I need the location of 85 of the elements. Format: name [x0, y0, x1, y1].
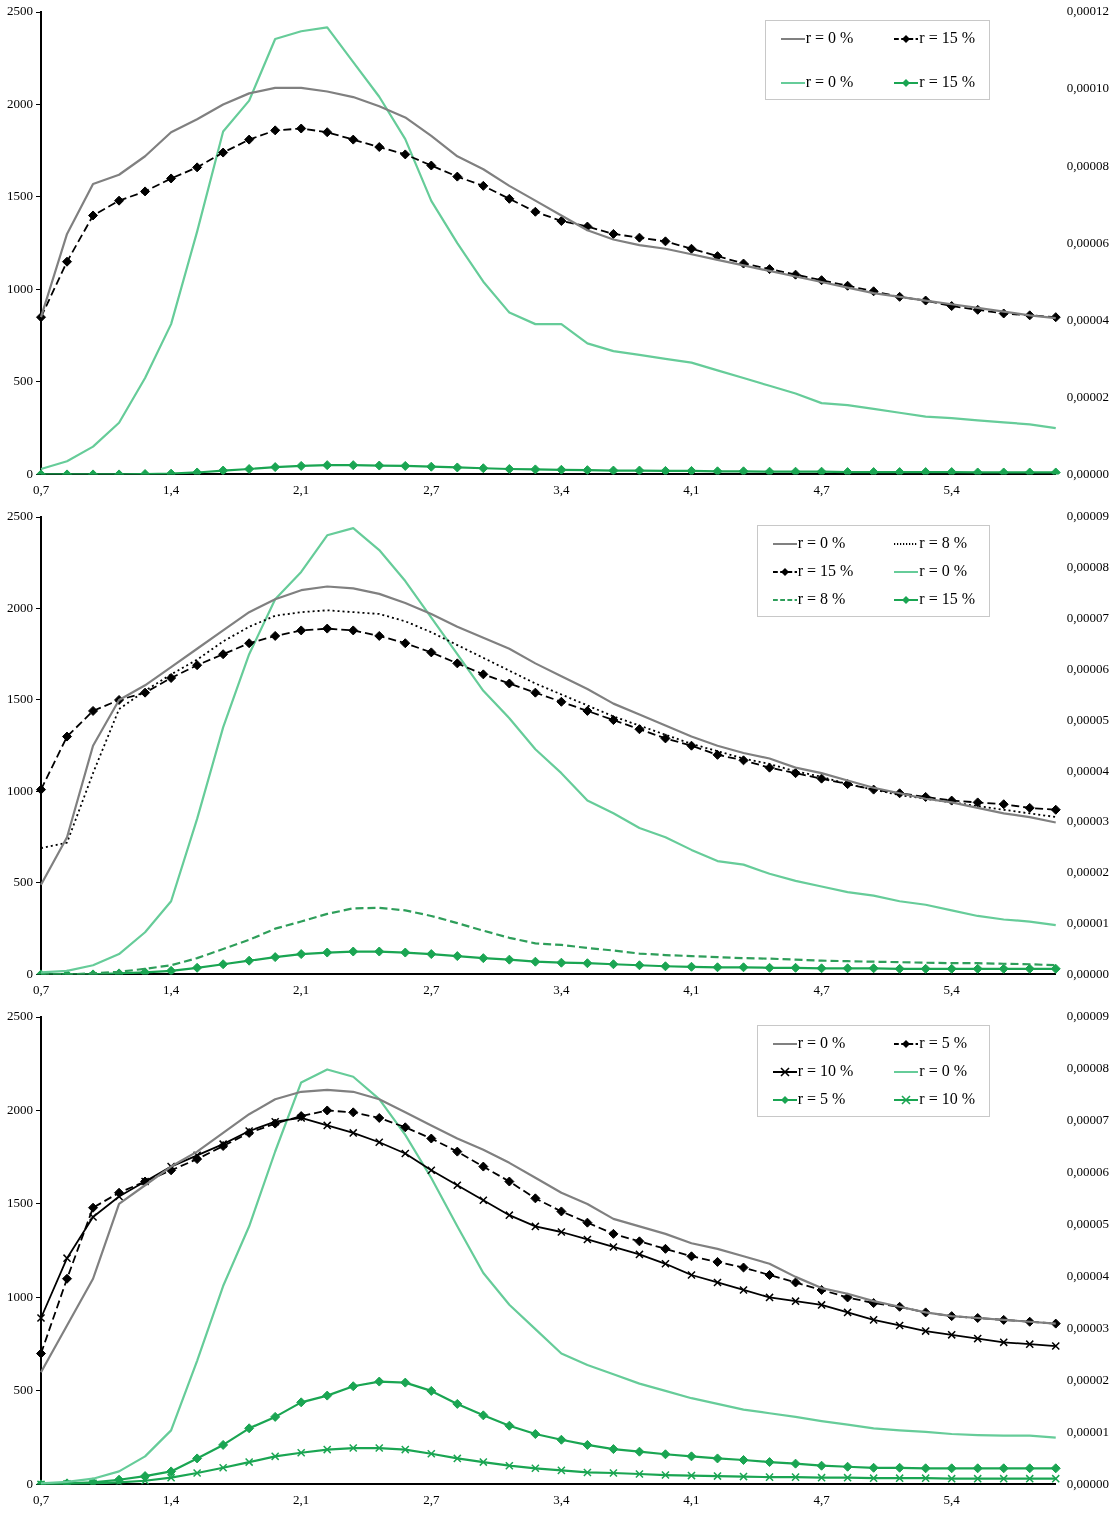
x-tick-label: 0,7 [32, 981, 50, 997]
y2-tick-label: 0,00002 [1066, 1371, 1109, 1387]
y-tick-label: 0 [26, 1475, 33, 1491]
legend-label: r = 10 % [797, 1062, 854, 1079]
x-tick-label: 2,7 [423, 481, 440, 497]
y2-tick-label: 0,00008 [1066, 559, 1109, 575]
y2-tick-label: 0,00001 [1066, 1423, 1109, 1439]
y2-tick-label: 0,00005 [1066, 711, 1109, 727]
y2-tick-label: 0,00007 [1066, 610, 1110, 626]
x-tick-label: 3,4 [553, 981, 571, 997]
y2-tick-label: 0,00001 [1066, 915, 1109, 930]
y-tick-label: 500 [13, 1382, 33, 1398]
legend-label: r = 15 % [919, 73, 975, 90]
y2-tick-label: 0,00004 [1066, 762, 1110, 778]
x-tick-label: 0,7 [32, 481, 50, 497]
legend-label: r = 0 % [805, 29, 854, 46]
legend-label: r = 8 % [797, 590, 846, 607]
y-tick-label: 500 [13, 373, 33, 389]
y2-tick-label: 0,00003 [1066, 1320, 1109, 1336]
x-tick-label: 2,1 [293, 1491, 310, 1507]
legend-label: r = 15 % [919, 29, 975, 46]
legend-label: r = 15 % [919, 590, 975, 607]
y-tick-label: 1500 [7, 1195, 33, 1211]
x-tick-label: 4,7 [813, 981, 831, 997]
legend-label: r = 10 % [919, 1090, 975, 1107]
x-tick-label: 3,4 [553, 481, 571, 497]
x-tick-label: 1,4 [162, 981, 180, 997]
legend-label: r = 0 % [797, 1034, 846, 1051]
x-tick-label: 5,4 [943, 481, 961, 497]
legend-label: r = 15 % [797, 562, 854, 579]
x-tick-label: 2,1 [293, 981, 310, 997]
y2-tick-label: 0,00007 [1066, 1112, 1110, 1128]
legend-label: r = 5 % [797, 1090, 846, 1107]
x-tick-label: 2,7 [423, 981, 440, 997]
y2-tick-label: 0,00000 [1066, 465, 1109, 481]
legend-label: r = 0 % [919, 1062, 967, 1079]
x-tick-label: 0,7 [32, 1491, 50, 1507]
y2-tick-label: 0,00006 [1066, 1164, 1110, 1180]
y2-tick-label: 0,00010 [1066, 80, 1109, 96]
x-tick-label: 1,4 [162, 481, 180, 497]
x-tick-label: 4,1 [683, 1491, 700, 1507]
y2-tick-label: 0,00000 [1066, 1475, 1109, 1491]
y-tick-label: 1500 [7, 188, 33, 204]
y-tick-label: 1000 [7, 782, 33, 798]
y-tick-label: 500 [13, 874, 33, 890]
y2-tick-label: 0,00009 [1066, 1008, 1109, 1024]
y2-tick-label: 0,00000 [1066, 965, 1109, 981]
y-tick-label: 2500 [7, 1008, 33, 1024]
x-tick-label: 4,1 [683, 481, 700, 497]
x-tick-label: 4,7 [813, 1491, 831, 1507]
y2-tick-label: 0,00002 [1066, 388, 1109, 404]
y2-tick-label: 0,00008 [1066, 157, 1109, 173]
x-tick-label: 4,1 [683, 981, 700, 997]
y-tick-label: 1500 [7, 691, 33, 707]
y2-tick-label: 0,00004 [1066, 311, 1110, 327]
y-tick-label: 1000 [7, 1288, 33, 1304]
y-tick-label: 2000 [7, 1101, 33, 1117]
y-tick-label: 1000 [7, 280, 33, 296]
y2-tick-label: 0,00012 [1066, 3, 1109, 19]
y2-tick-label: 0,00002 [1066, 864, 1109, 880]
y2-tick-label: 0,00008 [1066, 1060, 1109, 1076]
y-tick-label: 2000 [7, 95, 33, 111]
y2-tick-label: 0,00006 [1066, 660, 1110, 676]
x-tick-label: 2,7 [423, 1491, 440, 1507]
y2-tick-label: 0,00009 [1066, 508, 1109, 524]
legend-label: r = 5 % [919, 1034, 967, 1051]
y-tick-label: 2500 [7, 3, 33, 19]
y2-tick-label: 0,00005 [1066, 1216, 1109, 1232]
legend-label: r = 0 % [805, 73, 854, 90]
y-tick-label: 0 [26, 465, 33, 481]
y2-tick-label: 0,00003 [1066, 813, 1109, 829]
x-tick-label: 4,7 [813, 481, 831, 497]
legend-label: r = 0 % [797, 534, 846, 551]
y-tick-label: 2000 [7, 599, 33, 615]
x-tick-label: 1,4 [162, 1491, 180, 1507]
y2-tick-label: 0,00006 [1066, 234, 1110, 250]
y-tick-label: 2500 [7, 508, 33, 524]
x-tick-label: 2,1 [293, 481, 310, 497]
x-tick-label: 5,4 [943, 981, 961, 997]
y2-tick-label: 0,00004 [1066, 1268, 1110, 1284]
x-tick-label: 3,4 [553, 1491, 571, 1507]
legend-label: r = 0 % [919, 562, 967, 579]
legend-label: r = 8 % [919, 534, 967, 551]
y-tick-label: 0 [26, 965, 33, 981]
x-tick-label: 5,4 [943, 1491, 961, 1507]
